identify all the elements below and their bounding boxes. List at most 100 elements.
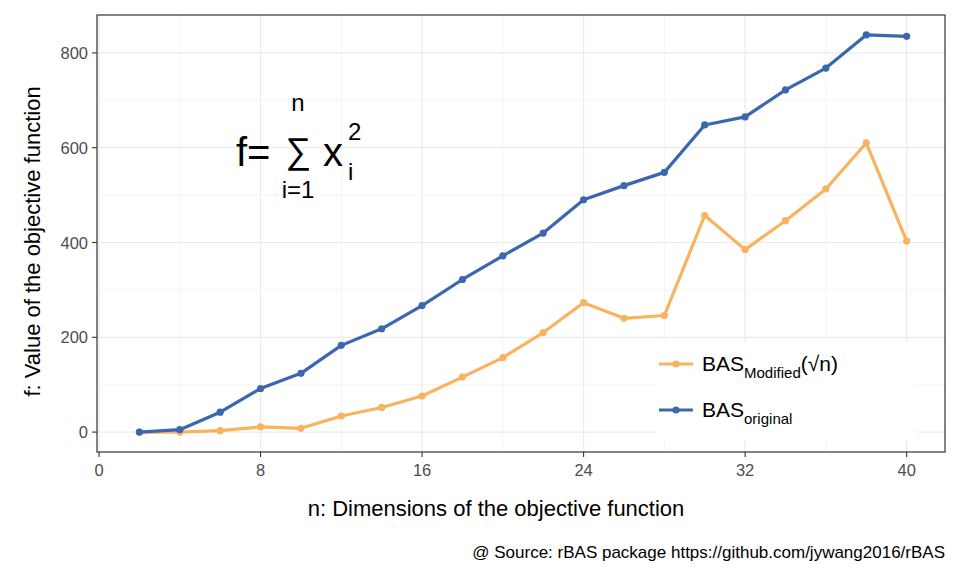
tick bbox=[906, 452, 907, 457]
minor-grid-line bbox=[502, 15, 503, 452]
chart: 08162432400200400600800n: Dimensions of … bbox=[0, 0, 960, 576]
point bbox=[418, 302, 425, 309]
tick-label: 40 bbox=[897, 461, 915, 479]
minor-grid-line bbox=[179, 15, 180, 452]
point bbox=[742, 113, 749, 120]
tick bbox=[260, 452, 261, 457]
point bbox=[822, 185, 829, 192]
point bbox=[459, 374, 466, 381]
legend: BASModified(√n)BASoriginal bbox=[655, 342, 917, 440]
point bbox=[863, 139, 870, 146]
legend-label-part: BAS bbox=[702, 352, 744, 375]
point bbox=[782, 86, 789, 93]
caption: @ Source: rBAS package https://github.co… bbox=[472, 543, 945, 562]
point bbox=[378, 325, 385, 332]
grid-line bbox=[98, 15, 99, 452]
legend-key-point bbox=[672, 360, 679, 367]
axes: 08162432400200400600800 bbox=[60, 44, 915, 479]
grid-line bbox=[97, 242, 945, 243]
minor-grid-line bbox=[97, 289, 945, 290]
point bbox=[580, 196, 587, 203]
series-line bbox=[139, 35, 906, 432]
point bbox=[822, 64, 829, 71]
point bbox=[620, 315, 627, 322]
legend-label: BASoriginal bbox=[702, 398, 792, 427]
point bbox=[742, 246, 749, 253]
point bbox=[297, 425, 304, 432]
point bbox=[580, 299, 587, 306]
point bbox=[661, 312, 668, 319]
tick-label: 8 bbox=[256, 461, 265, 479]
tick-label: 0 bbox=[94, 461, 103, 479]
background bbox=[0, 0, 960, 576]
grid-line bbox=[97, 52, 945, 53]
point bbox=[701, 121, 708, 128]
point bbox=[499, 354, 506, 361]
plot-frame bbox=[97, 15, 945, 452]
point bbox=[620, 182, 627, 189]
tick-label: 200 bbox=[60, 328, 88, 346]
point bbox=[257, 423, 264, 430]
point bbox=[701, 212, 708, 219]
plot-area bbox=[97, 15, 945, 452]
tick bbox=[92, 147, 97, 148]
legend-label-sub: original bbox=[744, 410, 792, 427]
point bbox=[418, 392, 425, 399]
x-axis-label: n: Dimensions of the objective function bbox=[308, 496, 685, 521]
tick bbox=[745, 452, 746, 457]
data-layer bbox=[136, 31, 910, 435]
grid-line bbox=[583, 15, 584, 452]
point bbox=[459, 276, 466, 283]
grid-line bbox=[97, 147, 945, 148]
point bbox=[903, 237, 910, 244]
legend-label-sub: Modified bbox=[744, 364, 801, 381]
formula: f= ∑ n i=1 xi 2 bbox=[236, 89, 361, 203]
legend-box bbox=[655, 342, 917, 440]
formula-upper: n bbox=[291, 89, 304, 116]
tick bbox=[92, 52, 97, 53]
tick-label: 16 bbox=[413, 461, 431, 479]
grid-line bbox=[421, 15, 422, 452]
tick-label: 0 bbox=[79, 423, 88, 441]
formula-symbol: ∑ bbox=[285, 130, 311, 171]
point bbox=[217, 427, 224, 434]
grid bbox=[97, 15, 945, 452]
point bbox=[136, 428, 143, 435]
tick bbox=[92, 242, 97, 243]
point bbox=[499, 252, 506, 259]
point bbox=[136, 428, 143, 435]
point bbox=[378, 404, 385, 411]
point bbox=[338, 412, 345, 419]
point bbox=[338, 342, 345, 349]
tick bbox=[92, 432, 97, 433]
point bbox=[782, 217, 789, 224]
formula-lhs: f= bbox=[236, 130, 270, 174]
point bbox=[540, 329, 547, 336]
point bbox=[176, 426, 183, 433]
point bbox=[297, 370, 304, 377]
tick-label: 600 bbox=[60, 139, 88, 157]
formula-term: x bbox=[323, 130, 343, 174]
point bbox=[540, 229, 547, 236]
y-axis-label: f: Value of the objective function bbox=[20, 86, 45, 396]
tick bbox=[422, 452, 423, 457]
tick bbox=[583, 452, 584, 457]
point bbox=[257, 385, 264, 392]
legend-label: BASModified(√n) bbox=[702, 352, 838, 381]
formula-lower: i=1 bbox=[282, 176, 315, 203]
tick-label: 400 bbox=[60, 234, 88, 252]
point bbox=[863, 31, 870, 38]
legend-label-part: BAS bbox=[702, 398, 744, 421]
point bbox=[903, 33, 910, 40]
tick bbox=[92, 337, 97, 338]
formula-superscript: 2 bbox=[348, 118, 361, 145]
tick-label: 32 bbox=[736, 461, 754, 479]
legend-label-part: (√n) bbox=[801, 352, 838, 375]
grid-line bbox=[97, 337, 945, 338]
minor-grid-line bbox=[97, 100, 945, 101]
point bbox=[661, 169, 668, 176]
legend-key-point bbox=[672, 406, 679, 413]
minor-grid-line bbox=[341, 15, 342, 452]
tick-label: 24 bbox=[574, 461, 592, 479]
formula-subscript: i bbox=[348, 158, 353, 185]
